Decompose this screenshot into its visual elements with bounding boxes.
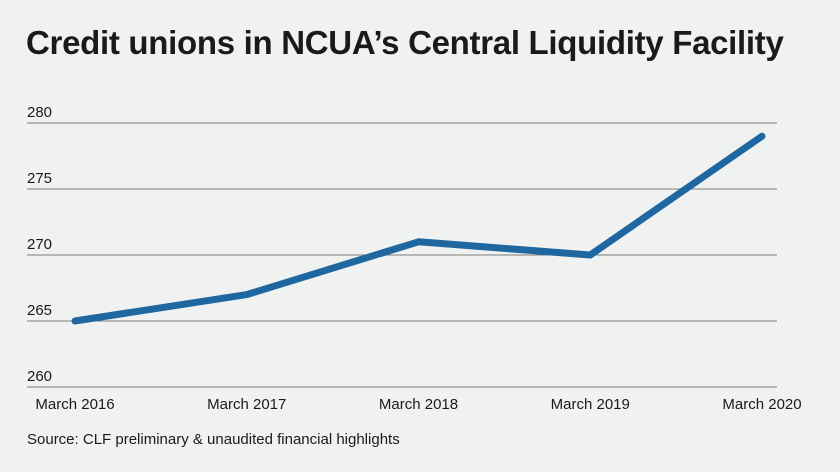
- y-tick-label: 280: [27, 104, 52, 121]
- x-tick-label: March 2020: [722, 396, 801, 413]
- y-tick-label: 270: [27, 236, 52, 253]
- x-tick-label: March 2018: [379, 396, 458, 413]
- chart-title: Credit unions in NCUA’s Central Liquidit…: [26, 24, 784, 61]
- series-line: [71, 132, 766, 325]
- y-tick-label: 260: [27, 368, 52, 385]
- y-tick-label: 275: [27, 170, 52, 187]
- x-tick-label: March 2017: [207, 396, 286, 413]
- x-tick-label: March 2016: [35, 396, 114, 413]
- source-note: Source: CLF preliminary & unaudited fina…: [27, 431, 400, 448]
- x-tick-label: March 2019: [551, 396, 630, 413]
- y-tick-label: 265: [27, 302, 52, 319]
